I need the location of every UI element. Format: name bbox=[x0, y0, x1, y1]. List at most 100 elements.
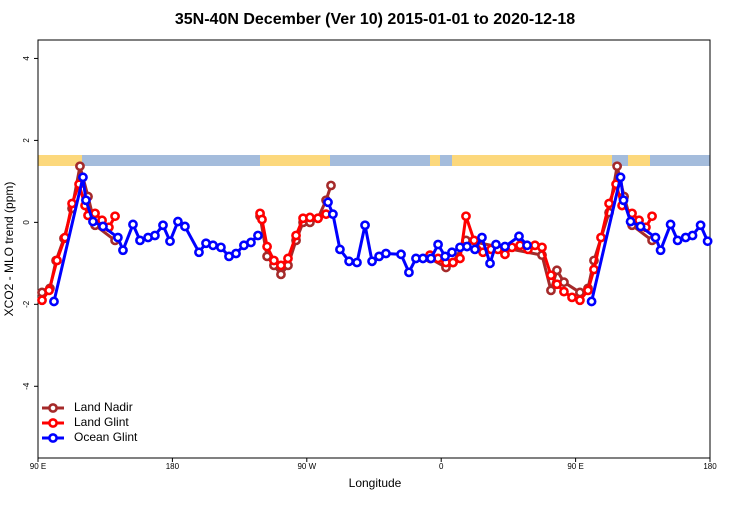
data-point bbox=[583, 285, 593, 296]
legend-label: Land Glint bbox=[74, 415, 129, 429]
data-point bbox=[323, 197, 333, 208]
data-point bbox=[257, 214, 267, 225]
y-axis-label: XCO2 - MLO trend (ppm) bbox=[2, 182, 16, 317]
data-point bbox=[546, 285, 556, 296]
data-point bbox=[575, 295, 585, 306]
data-point bbox=[360, 220, 370, 231]
land-band bbox=[260, 155, 330, 166]
plot-frame bbox=[37, 39, 711, 459]
data-point bbox=[344, 256, 354, 267]
data-point bbox=[81, 195, 91, 206]
data-point bbox=[88, 216, 98, 227]
data-point bbox=[477, 232, 487, 243]
data-point bbox=[98, 221, 108, 232]
data-point bbox=[158, 220, 168, 231]
x-tick-label: 180 bbox=[703, 462, 717, 471]
data-point bbox=[589, 264, 599, 275]
data-point bbox=[470, 244, 480, 255]
data-point bbox=[559, 286, 569, 297]
data-point bbox=[326, 180, 336, 191]
data-point bbox=[75, 161, 85, 172]
data-point bbox=[291, 230, 301, 241]
land-band bbox=[452, 155, 612, 166]
data-point bbox=[276, 269, 286, 280]
data-point bbox=[335, 244, 345, 255]
data-point bbox=[37, 295, 47, 306]
data-point bbox=[110, 211, 120, 222]
data-point bbox=[655, 245, 666, 256]
data-point bbox=[537, 242, 547, 253]
data-point bbox=[352, 257, 362, 268]
data-point bbox=[135, 235, 145, 246]
data-point bbox=[216, 242, 226, 253]
data-point bbox=[604, 198, 614, 209]
data-point bbox=[461, 211, 471, 222]
y-tick-label: -4 bbox=[22, 382, 31, 390]
legend-swatch-marker bbox=[48, 403, 58, 413]
data-point bbox=[367, 256, 377, 267]
x-tick-label: 90 E bbox=[567, 462, 583, 471]
x-tick-label: 90 E bbox=[30, 462, 46, 471]
data-point bbox=[469, 235, 479, 246]
y-tick-label: 2 bbox=[22, 138, 31, 143]
data-point bbox=[128, 219, 138, 230]
data-point bbox=[625, 216, 636, 227]
data-point bbox=[440, 251, 450, 262]
data-point bbox=[615, 172, 626, 183]
data-point bbox=[283, 253, 293, 264]
data-point bbox=[180, 221, 190, 232]
y-tick-label: 0 bbox=[22, 220, 31, 225]
data-point bbox=[647, 211, 657, 222]
data-point bbox=[426, 253, 436, 264]
data-point bbox=[305, 212, 315, 223]
data-point bbox=[276, 260, 286, 271]
data-point bbox=[52, 255, 62, 266]
data-point bbox=[702, 236, 713, 247]
x-tick-label: 0 bbox=[439, 462, 444, 471]
chart-title: 35N-40N December (Ver 10) 2015-01-01 to … bbox=[175, 11, 575, 28]
y-tick-label: 4 bbox=[22, 56, 31, 61]
data-point bbox=[194, 247, 204, 258]
data-point bbox=[78, 172, 88, 183]
data-point bbox=[500, 249, 510, 260]
land-band bbox=[628, 155, 650, 166]
data-point bbox=[491, 239, 501, 250]
x-tick-label: 180 bbox=[166, 462, 180, 471]
data-point bbox=[313, 213, 323, 224]
data-point bbox=[165, 236, 175, 247]
x-tick-label: 90 W bbox=[297, 462, 316, 471]
data-point bbox=[665, 219, 676, 230]
data-point bbox=[596, 232, 606, 243]
data-point bbox=[514, 231, 524, 242]
land-ocean-strip bbox=[38, 155, 710, 166]
data-point bbox=[567, 292, 577, 303]
data-point bbox=[695, 220, 706, 231]
data-point bbox=[253, 230, 263, 241]
data-point bbox=[150, 230, 160, 241]
data-point bbox=[635, 221, 646, 232]
land-band bbox=[38, 155, 82, 166]
data-point bbox=[687, 230, 698, 241]
data-point bbox=[396, 249, 406, 260]
data-point bbox=[462, 241, 472, 252]
data-point bbox=[173, 216, 183, 227]
data-point bbox=[269, 255, 279, 266]
data-point bbox=[67, 198, 77, 209]
data-point bbox=[381, 248, 391, 259]
data-point bbox=[246, 237, 256, 248]
data-point bbox=[455, 253, 465, 264]
data-point bbox=[552, 279, 562, 290]
legend-label: Ocean Glint bbox=[74, 430, 138, 444]
data-point bbox=[612, 161, 623, 172]
data-point bbox=[546, 270, 556, 281]
data-point bbox=[448, 257, 458, 268]
data-point bbox=[618, 195, 629, 206]
data-point bbox=[433, 239, 443, 250]
legend-label: Land Nadir bbox=[74, 400, 133, 414]
series bbox=[49, 172, 713, 307]
data-point bbox=[552, 265, 562, 276]
data-point bbox=[522, 240, 532, 251]
